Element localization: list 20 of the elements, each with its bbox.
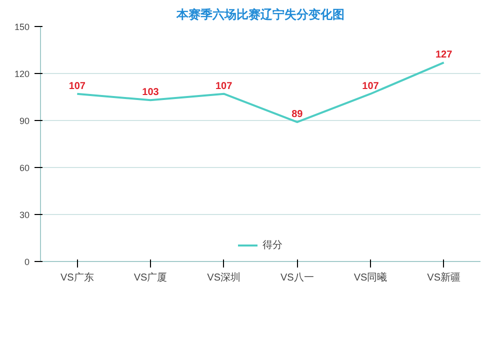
chart-title: 本赛季六场比赛辽宁失分变化图 [176,8,344,22]
x-tick-label: VS新疆 [427,272,461,284]
y-tick-label: 150 [14,22,30,32]
x-tick-label: VS深圳 [207,272,241,284]
y-tick-label: 120 [14,69,30,79]
x-tick-label: VS广东 [60,272,94,284]
data-label: 107 [68,80,86,92]
data-label: 103 [142,87,160,98]
x-tick-label: VS广厦 [134,272,168,284]
y-tick-label: 90 [19,116,30,126]
data-label: 107 [215,80,233,92]
data-label: 127 [435,50,453,61]
y-tick-label: 60 [19,163,30,173]
legend-label: 得分 [262,239,282,252]
x-tick-label: VS八一 [280,272,314,284]
y-tick-label: 30 [19,210,30,220]
data-label: 89 [292,109,304,120]
data-label: 107 [362,80,380,92]
y-tick-label: 0 [24,257,30,267]
x-tick-label: VS同曦 [354,272,388,284]
